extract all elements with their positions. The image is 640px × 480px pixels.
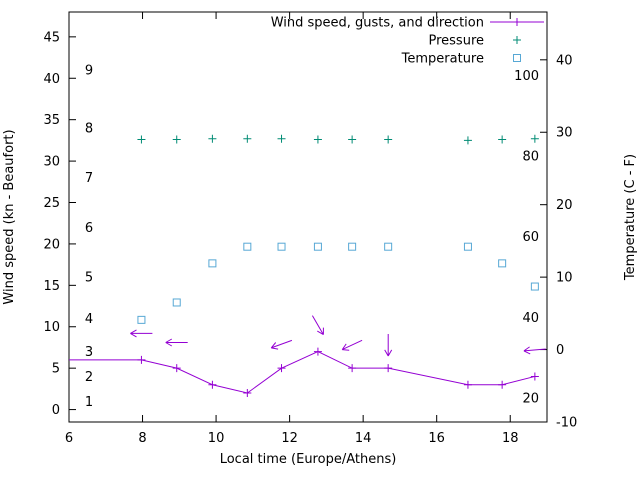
x-tick-label: 12 — [281, 431, 298, 446]
y-left-tick-label: 25 — [43, 196, 60, 211]
y-left-tick-label: 30 — [43, 155, 60, 170]
fahrenheit-scale-label: 100 — [514, 69, 539, 84]
y-right-tick-label: 10 — [556, 271, 573, 286]
beaufort-scale-label: 5 — [85, 271, 93, 286]
right-axis-title: Temperature (C - F) — [623, 153, 638, 281]
legend-label: Wind speed, gusts, and direction — [271, 16, 484, 31]
beaufort-scale-label: 9 — [85, 63, 93, 78]
beaufort-scale-label: 4 — [85, 312, 93, 327]
fahrenheit-scale-label: 60 — [522, 230, 539, 245]
y-left-tick-label: 15 — [43, 279, 60, 294]
x-tick-label: 14 — [355, 431, 372, 446]
y-left-tick-label: 40 — [43, 72, 60, 87]
y-left-tick-label: 0 — [52, 403, 60, 418]
beaufort-scale-label: 1 — [85, 395, 93, 410]
temperature-series — [137, 242, 539, 324]
y-right-tick-label: 30 — [556, 126, 573, 141]
x-tick-label: 10 — [208, 431, 225, 446]
beaufort-scale-label: 6 — [85, 221, 93, 236]
axes: 6 8 10 12 14 16 18051015202530354045-100102030… — [43, 11, 577, 446]
beaufort-scale-label: 8 — [85, 121, 93, 136]
x-axis-title: Local time (Europe/Athens) — [219, 452, 397, 467]
y-left-tick-label: 45 — [43, 30, 60, 45]
beaufort-scale-label: 3 — [85, 345, 93, 360]
beaufort-scale-label: 7 — [85, 171, 93, 186]
y-left-tick-label: 20 — [43, 237, 60, 252]
wind-direction-arrows — [130, 315, 546, 357]
y-right-tick-label: 0 — [556, 343, 564, 358]
wind-speed-series — [69, 347, 539, 398]
legend-label: Pressure — [428, 34, 484, 49]
x-tick-label: 8 — [138, 431, 146, 446]
fahrenheit-scale-label: 40 — [522, 311, 539, 326]
y-left-tick-label: 35 — [43, 113, 60, 128]
left-axis-title: Wind speed (kn - Beaufort) — [2, 129, 17, 305]
x-tick-label: 16 — [428, 431, 445, 446]
beaufort-scale-label: 2 — [85, 370, 93, 385]
legend-label: Temperature — [401, 52, 484, 67]
y-left-tick-label: 10 — [43, 320, 60, 335]
y-right-tick-label: 40 — [556, 53, 573, 68]
y-left-tick-label: 5 — [52, 362, 60, 377]
fahrenheit-scale-label: 20 — [522, 392, 539, 407]
fahrenheit-scale-label: 80 — [522, 150, 539, 165]
legend: Wind speed, gusts, and direction Pressure… — [271, 16, 544, 67]
x-tick-label: 18 — [502, 431, 519, 446]
x-tick-label: 6 — [65, 431, 73, 446]
pressure-series — [137, 134, 539, 145]
y-right-tick-label: -10 — [556, 416, 577, 431]
y-right-tick-label: 20 — [556, 198, 573, 213]
